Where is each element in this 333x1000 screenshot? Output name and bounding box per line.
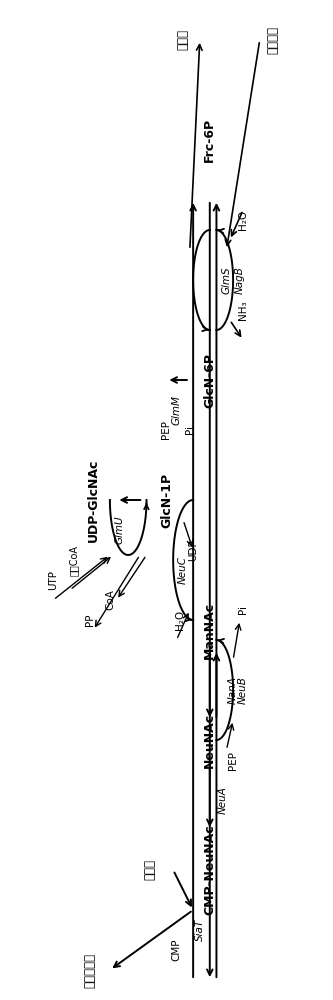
Text: ManNAc: ManNAc <box>203 601 216 659</box>
Text: GlmU: GlmU <box>115 516 125 544</box>
Text: NeuNAc: NeuNAc <box>203 712 216 768</box>
Text: 乙酰CoA: 乙酰CoA <box>68 544 78 576</box>
Text: Pi: Pi <box>185 425 195 434</box>
Text: 谷氨酰胺: 谷氨酰胺 <box>266 26 280 54</box>
Text: UDP: UDP <box>188 539 198 561</box>
Text: 谷氨酸: 谷氨酸 <box>176 29 190 50</box>
Text: H₂O: H₂O <box>238 210 248 230</box>
Text: CMP-NeuNAc: CMP-NeuNAc <box>203 825 216 915</box>
Text: PEP: PEP <box>228 750 238 770</box>
Text: NanA: NanA <box>228 676 238 704</box>
Text: GlmM: GlmM <box>171 395 181 425</box>
Text: Pi: Pi <box>238 605 248 614</box>
Text: 唾液酸化糖: 唾液酸化糖 <box>83 952 97 987</box>
Text: NeuA: NeuA <box>218 786 228 814</box>
Text: GlcN-1P: GlcN-1P <box>160 472 173 528</box>
Text: PEP: PEP <box>162 420 171 439</box>
Text: CMP: CMP <box>171 939 181 961</box>
Text: Frc-6P: Frc-6P <box>203 118 216 162</box>
Text: CoA: CoA <box>105 590 115 610</box>
Text: 受体糖: 受体糖 <box>143 859 157 880</box>
Text: SiaT: SiaT <box>195 919 205 941</box>
Text: NagB: NagB <box>235 266 245 294</box>
Text: NeuB: NeuB <box>238 676 248 704</box>
Text: GlcN-6P: GlcN-6P <box>203 353 216 408</box>
Text: GlmS: GlmS <box>221 266 231 294</box>
Text: UDP-GlcNAc: UDP-GlcNAc <box>87 458 100 542</box>
Text: NeuC: NeuC <box>178 556 188 584</box>
Text: NH₃: NH₃ <box>238 300 248 320</box>
Text: UTP: UTP <box>48 570 58 590</box>
Text: H₂O: H₂O <box>175 610 185 630</box>
Text: PP: PP <box>85 614 95 626</box>
